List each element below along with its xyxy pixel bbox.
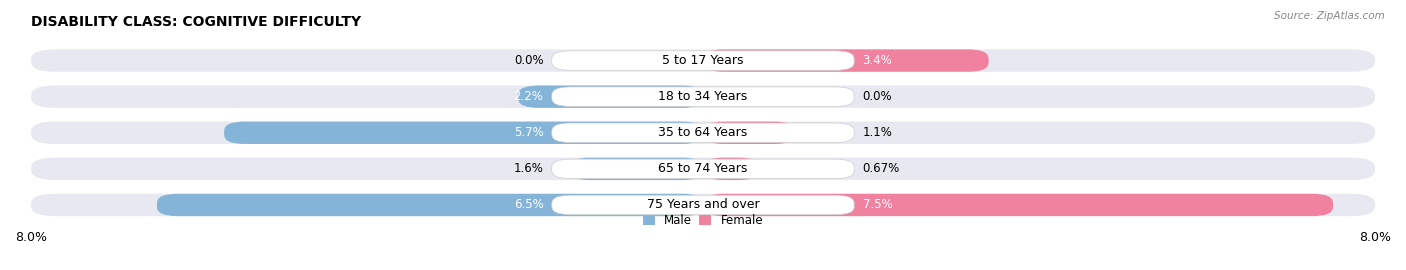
FancyBboxPatch shape xyxy=(224,122,703,144)
FancyBboxPatch shape xyxy=(703,49,988,72)
FancyBboxPatch shape xyxy=(31,158,1375,180)
Legend: Male, Female: Male, Female xyxy=(638,210,768,232)
Text: 5.7%: 5.7% xyxy=(513,126,543,139)
Text: 2.2%: 2.2% xyxy=(513,90,543,103)
FancyBboxPatch shape xyxy=(551,87,855,106)
FancyBboxPatch shape xyxy=(519,86,703,108)
FancyBboxPatch shape xyxy=(31,122,1375,144)
Text: 1.1%: 1.1% xyxy=(863,126,893,139)
FancyBboxPatch shape xyxy=(551,159,855,179)
Text: DISABILITY CLASS: COGNITIVE DIFFICULTY: DISABILITY CLASS: COGNITIVE DIFFICULTY xyxy=(31,15,361,29)
Text: 1.6%: 1.6% xyxy=(513,162,543,175)
Text: 35 to 64 Years: 35 to 64 Years xyxy=(658,126,748,139)
Text: 0.0%: 0.0% xyxy=(863,90,893,103)
FancyBboxPatch shape xyxy=(551,123,855,143)
FancyBboxPatch shape xyxy=(31,194,1375,216)
FancyBboxPatch shape xyxy=(157,194,703,216)
Text: 5 to 17 Years: 5 to 17 Years xyxy=(662,54,744,67)
FancyBboxPatch shape xyxy=(703,194,1333,216)
Text: 75 Years and over: 75 Years and over xyxy=(647,198,759,211)
Text: 3.4%: 3.4% xyxy=(863,54,893,67)
Text: 6.5%: 6.5% xyxy=(513,198,543,211)
Text: 18 to 34 Years: 18 to 34 Years xyxy=(658,90,748,103)
Text: 0.67%: 0.67% xyxy=(863,162,900,175)
Text: Source: ZipAtlas.com: Source: ZipAtlas.com xyxy=(1274,11,1385,21)
FancyBboxPatch shape xyxy=(703,158,759,180)
FancyBboxPatch shape xyxy=(31,49,1375,72)
Text: 0.0%: 0.0% xyxy=(513,54,543,67)
FancyBboxPatch shape xyxy=(31,86,1375,108)
Text: 65 to 74 Years: 65 to 74 Years xyxy=(658,162,748,175)
FancyBboxPatch shape xyxy=(568,158,703,180)
FancyBboxPatch shape xyxy=(551,51,855,70)
FancyBboxPatch shape xyxy=(551,195,855,215)
FancyBboxPatch shape xyxy=(703,122,796,144)
Text: 7.5%: 7.5% xyxy=(863,198,893,211)
